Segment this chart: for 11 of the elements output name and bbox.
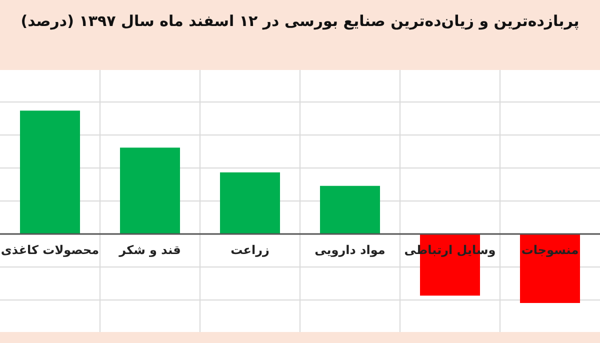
x-tick-label: زراعت: [230, 242, 270, 257]
bar: [220, 172, 280, 234]
x-tick-label: مواد دارویی: [314, 242, 386, 257]
x-tick-label: قند و شکر: [118, 242, 181, 257]
x-tick-label: منسوجات: [521, 242, 579, 257]
chart-title: پربازده‌ترین و زیان‌ده‌ترین صنایع بورسی در ۱۲ اسفند ماه سال ۱۳۹۷ (درصد): [20, 11, 580, 32]
bar: [320, 186, 380, 234]
x-tick-label: محصولات کاغذی: [0, 242, 100, 257]
bar: [20, 110, 80, 234]
bar: [520, 234, 580, 304]
bar: [120, 148, 180, 234]
